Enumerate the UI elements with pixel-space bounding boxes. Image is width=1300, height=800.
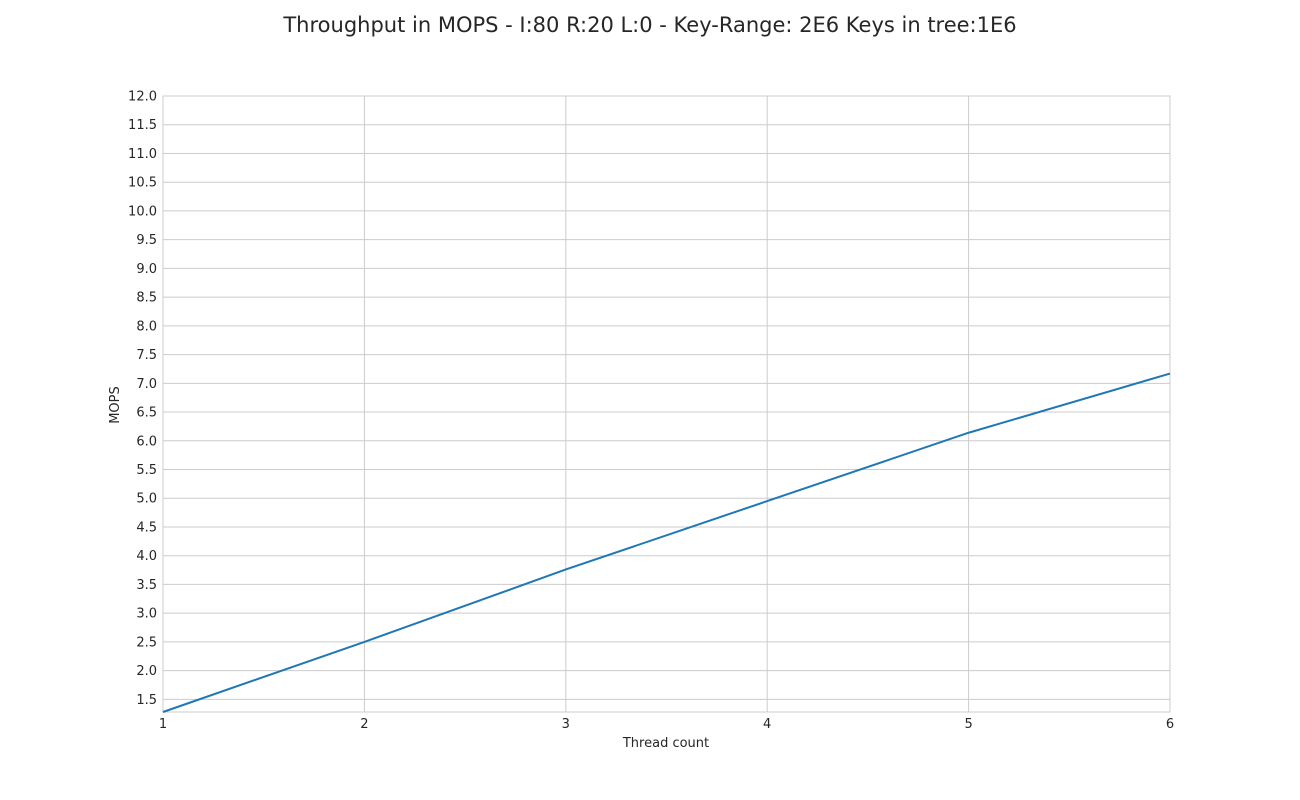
series-layer — [162, 372, 1171, 713]
y-tick-label: 8.0 — [136, 319, 157, 334]
plot-area-frame — [162, 95, 1171, 713]
grid-lines — [162, 95, 1171, 712]
y-tick-label: 2.0 — [136, 664, 157, 679]
y-axis-ticks: 1.5 2.0 2.5 3.0 3.5 4.0 4.5 5.0 5.5 6.0 6.5 7.0 7.5 8… — [128, 90, 157, 708]
x-axis-ticks: 1 2 3 4 5 6 — [159, 717, 1174, 732]
y-tick-label: 5.5 — [136, 463, 157, 478]
x-tick-label: 1 — [159, 717, 167, 732]
y-tick-label: 11.5 — [128, 118, 157, 133]
x-tick-label: 5 — [964, 717, 972, 732]
y-axis-label: MOPS — [108, 386, 123, 424]
y-tick-label: 8.5 — [136, 291, 157, 306]
y-tick-label: 10.0 — [128, 204, 157, 219]
y-tick-label: 4.0 — [136, 549, 157, 564]
x-tick-label: 4 — [763, 717, 771, 732]
y-tick-label: 9.5 — [136, 233, 157, 248]
y-tick-label: 4.5 — [136, 520, 157, 535]
x-tick-label: 2 — [360, 717, 368, 732]
x-axis-label: Thread count — [622, 736, 709, 751]
y-tick-label: 6.0 — [136, 434, 157, 449]
y-tick-label: 12.0 — [128, 90, 157, 105]
y-tick-label: 11.0 — [128, 147, 157, 162]
y-tick-label: 10.5 — [128, 176, 157, 191]
series-line — [162, 372, 1171, 713]
y-tick-label: 6.5 — [136, 406, 157, 421]
y-tick-label: 3.5 — [136, 578, 157, 593]
x-tick-label: 6 — [1166, 717, 1174, 732]
chart-title: Throughput in MOPS - I:80 R:20 L:0 - Key… — [282, 13, 1016, 37]
x-tick-label: 3 — [562, 717, 570, 732]
y-tick-label: 5.0 — [136, 492, 157, 507]
y-tick-label: 9.0 — [136, 262, 157, 277]
y-tick-label: 1.5 — [136, 693, 157, 708]
y-tick-label: 2.5 — [136, 635, 157, 650]
y-tick-label: 7.0 — [136, 377, 157, 392]
y-tick-label: 3.0 — [136, 607, 157, 622]
y-tick-label: 7.5 — [136, 348, 157, 363]
